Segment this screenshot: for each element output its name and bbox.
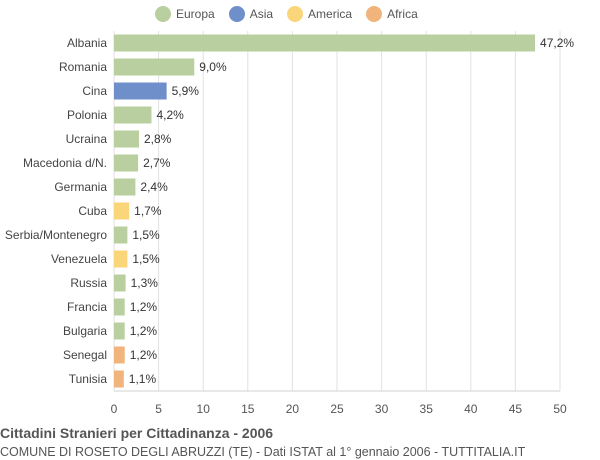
- x-tick-label: 10: [197, 402, 211, 416]
- value-label: 2,7%: [143, 156, 171, 170]
- x-tick-label: 35: [420, 402, 434, 416]
- bar: [114, 154, 139, 172]
- category-label: Senegal: [63, 348, 107, 362]
- legend-swatch-asia: [228, 6, 245, 22]
- legend-label-asia: Asia: [249, 7, 274, 21]
- chart-title: Cittadini Stranieri per Cittadinanza - 2…: [0, 425, 274, 441]
- category-label: Cina: [82, 84, 107, 98]
- bar: [114, 322, 125, 340]
- legend-swatch-africa: [366, 6, 383, 22]
- category-label: Tunisia: [69, 372, 108, 386]
- x-tick-label: 5: [155, 402, 162, 416]
- category-label: Venezuela: [51, 252, 107, 266]
- value-label: 1,5%: [132, 252, 160, 266]
- bar: [114, 346, 125, 364]
- category-label: Germania: [54, 180, 107, 194]
- bar: [114, 34, 536, 52]
- legend-swatch-europa: [155, 6, 171, 22]
- category-label: Bulgaria: [63, 324, 107, 338]
- category-label: Ucraina: [66, 132, 108, 146]
- bar: [114, 202, 130, 220]
- x-tick-label: 50: [553, 402, 567, 416]
- legend-item-europa: Europa: [155, 6, 215, 22]
- value-label: 1,2%: [130, 348, 158, 362]
- category-label: Albania: [67, 36, 107, 50]
- legend-item-asia: Asia: [228, 6, 274, 22]
- value-label: 9,0%: [199, 60, 227, 74]
- chart-subtitle: COMUNE DI ROSETO DEGLI ABRUZZI (TE) - Da…: [0, 445, 526, 459]
- category-label: Macedonia d/N.: [23, 156, 107, 170]
- category-label: Russia: [70, 276, 107, 290]
- legend-label-europa: Europa: [176, 7, 215, 21]
- category-label: Serbia/Montenegro: [5, 228, 107, 242]
- value-label: 5,9%: [172, 84, 200, 98]
- bar-chart: 0 5 10 15 20 25 30 35 40 45 50 Albania 47,2% Romania 9…: [5, 31, 574, 416]
- value-label: 1,3%: [131, 276, 159, 290]
- legend-swatch-america: [287, 6, 304, 22]
- value-label: 1,1%: [129, 372, 157, 386]
- x-tick-label: 15: [241, 402, 255, 416]
- legend-label-africa: Africa: [387, 7, 418, 21]
- chart-legend: Europa Asia America Africa: [155, 6, 418, 22]
- category-label: Romania: [59, 60, 107, 74]
- bar: [114, 130, 139, 148]
- value-label: 1,2%: [130, 324, 158, 338]
- x-tick-label: 0: [111, 402, 118, 416]
- x-tick-label: 45: [509, 402, 523, 416]
- bar: [114, 274, 126, 292]
- legend-label-america: America: [308, 7, 353, 21]
- category-label: Francia: [67, 300, 107, 314]
- x-tick-label: 40: [464, 402, 478, 416]
- bar: [114, 106, 152, 124]
- bar: [114, 250, 128, 268]
- bar: [114, 298, 125, 316]
- value-label: 1,2%: [130, 300, 158, 314]
- value-label: 1,7%: [134, 204, 162, 218]
- category-label: Cuba: [78, 204, 107, 218]
- legend-item-america: America: [287, 6, 352, 22]
- value-label: 1,5%: [132, 228, 160, 242]
- category-label: Polonia: [67, 108, 107, 122]
- x-tick-label: 20: [286, 402, 300, 416]
- bar: [114, 58, 195, 76]
- x-tick-label: 25: [330, 402, 344, 416]
- value-label: 4,2%: [156, 108, 184, 122]
- bar: [114, 370, 124, 388]
- bar: [114, 178, 136, 196]
- value-label: 2,8%: [144, 132, 172, 146]
- x-tick-label: 30: [375, 402, 389, 416]
- bar: [114, 226, 128, 244]
- legend-item-africa: Africa: [366, 6, 418, 22]
- value-label: 47,2%: [540, 36, 574, 50]
- bar: [114, 82, 167, 100]
- value-label: 2,4%: [140, 180, 168, 194]
